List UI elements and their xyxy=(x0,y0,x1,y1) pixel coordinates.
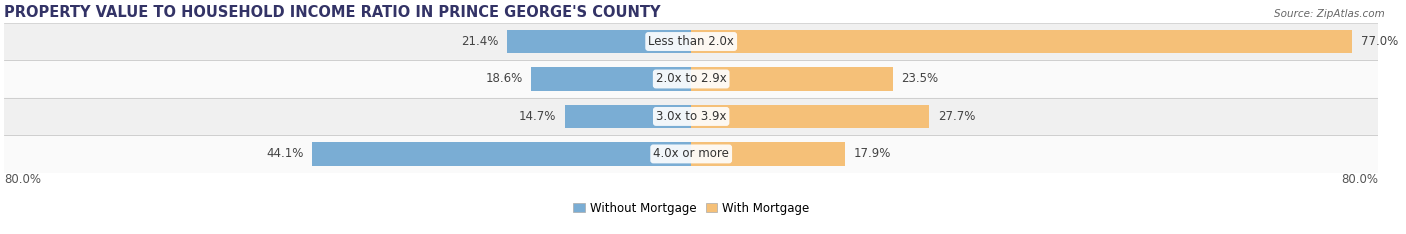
Bar xyxy=(508,30,692,53)
Bar xyxy=(4,60,1378,98)
Text: 44.1%: 44.1% xyxy=(267,147,304,161)
Text: 80.0%: 80.0% xyxy=(1341,173,1378,186)
Bar xyxy=(531,67,692,91)
Text: 23.5%: 23.5% xyxy=(901,73,939,85)
Text: PROPERTY VALUE TO HOUSEHOLD INCOME RATIO IN PRINCE GEORGE'S COUNTY: PROPERTY VALUE TO HOUSEHOLD INCOME RATIO… xyxy=(4,5,661,20)
Text: 3.0x to 3.9x: 3.0x to 3.9x xyxy=(657,110,727,123)
Text: 4.0x or more: 4.0x or more xyxy=(654,147,730,161)
Text: 80.0%: 80.0% xyxy=(4,173,41,186)
Text: 21.4%: 21.4% xyxy=(461,35,499,48)
Bar xyxy=(4,98,1378,135)
Bar xyxy=(692,30,1353,53)
Text: 18.6%: 18.6% xyxy=(485,73,523,85)
Text: 77.0%: 77.0% xyxy=(1361,35,1399,48)
Bar xyxy=(692,105,929,128)
Bar xyxy=(565,105,692,128)
Bar xyxy=(4,135,1378,173)
Text: 14.7%: 14.7% xyxy=(519,110,557,123)
Text: 27.7%: 27.7% xyxy=(938,110,974,123)
Legend: Without Mortgage, With Mortgage: Without Mortgage, With Mortgage xyxy=(568,197,814,219)
Bar xyxy=(4,23,1378,60)
Text: 2.0x to 2.9x: 2.0x to 2.9x xyxy=(655,73,727,85)
Text: 17.9%: 17.9% xyxy=(853,147,891,161)
Bar xyxy=(692,67,893,91)
Bar xyxy=(312,142,692,165)
Text: Source: ZipAtlas.com: Source: ZipAtlas.com xyxy=(1274,9,1385,19)
Text: Less than 2.0x: Less than 2.0x xyxy=(648,35,734,48)
Bar xyxy=(692,142,845,165)
